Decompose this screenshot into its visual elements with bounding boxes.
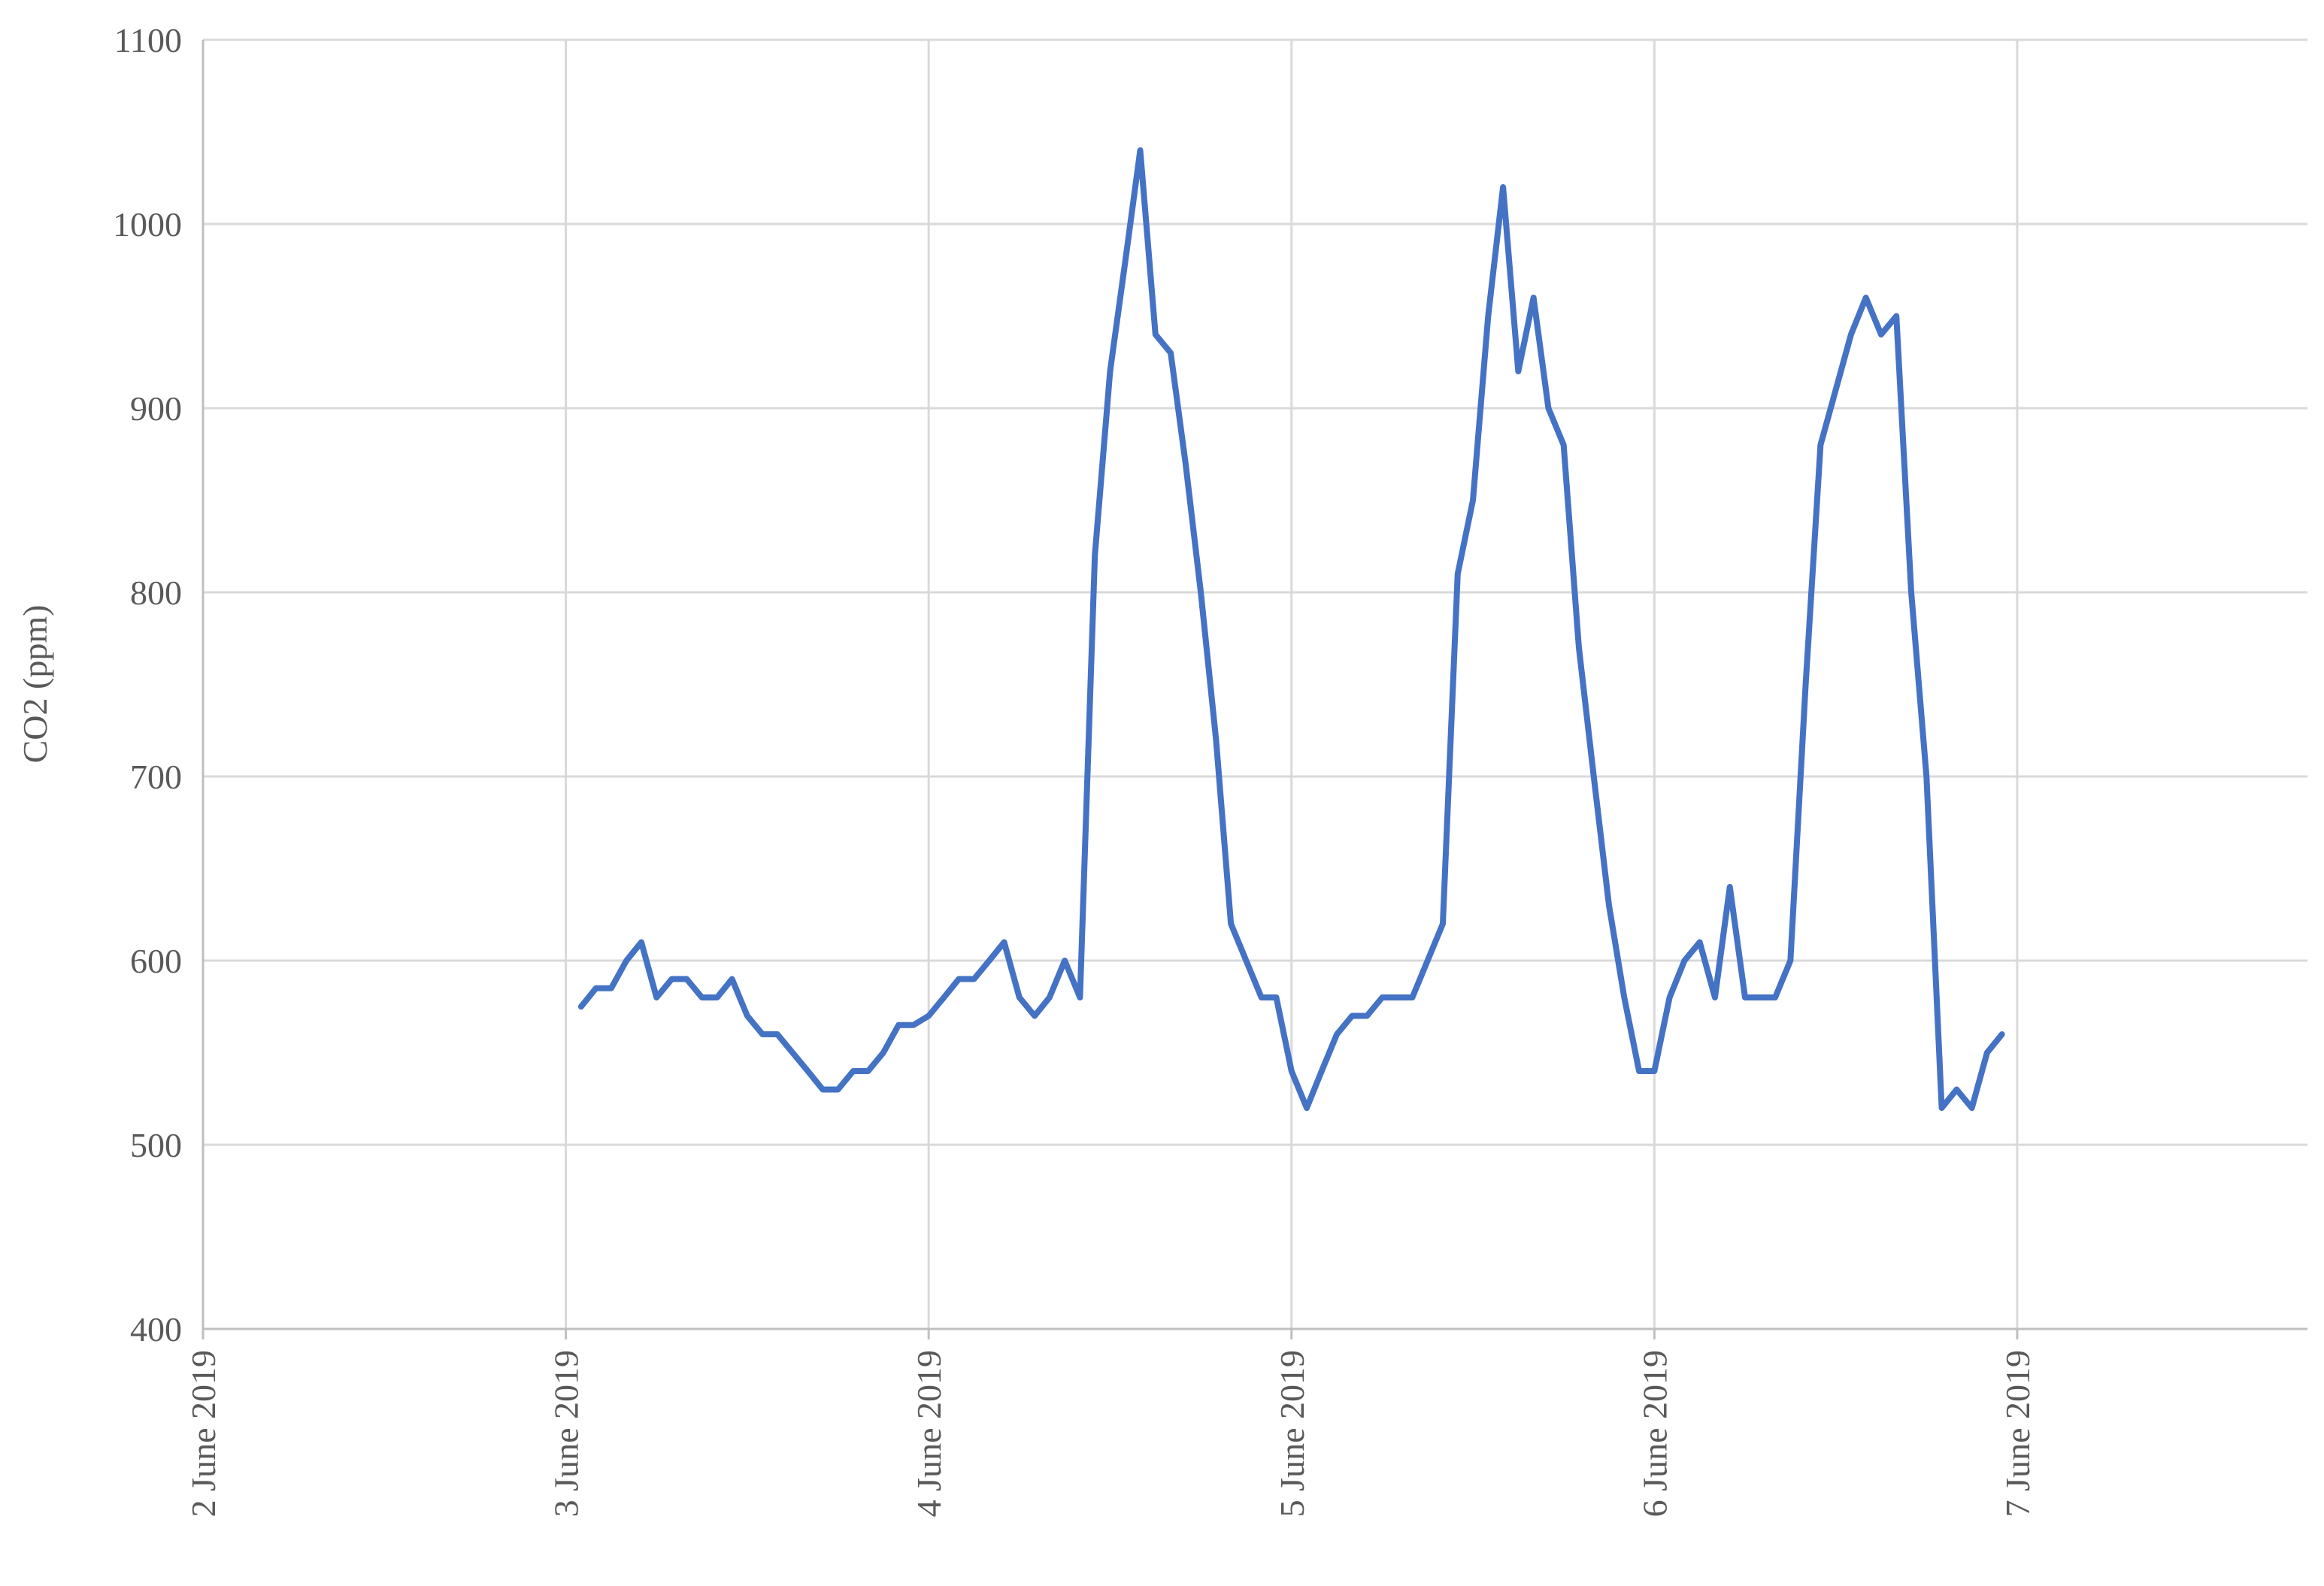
x-tick-label: 7 June 2019	[1998, 1350, 2037, 1517]
x-tick-label: 6 June 2019	[1635, 1350, 1674, 1517]
y-tick-label: 1000	[113, 205, 182, 244]
y-tick-label: 1100	[114, 21, 182, 59]
y-tick-label: 700	[130, 758, 182, 796]
y-tick-label: 800	[130, 574, 182, 612]
x-tick-label: 3 June 2019	[547, 1350, 586, 1517]
x-tick-label: 4 June 2019	[910, 1350, 948, 1517]
y-tick-label: 500	[130, 1126, 182, 1164]
y-tick-label: 900	[130, 389, 182, 428]
y-tick-label: 400	[130, 1310, 182, 1348]
data-line	[577, 147, 2005, 1111]
x-tick-label: 5 June 2019	[1273, 1350, 1311, 1517]
y-tick-label: 600	[130, 942, 182, 980]
y-axis-title: CO2 (ppm)	[16, 605, 54, 764]
x-tick-label: 2 June 2019	[184, 1350, 223, 1517]
